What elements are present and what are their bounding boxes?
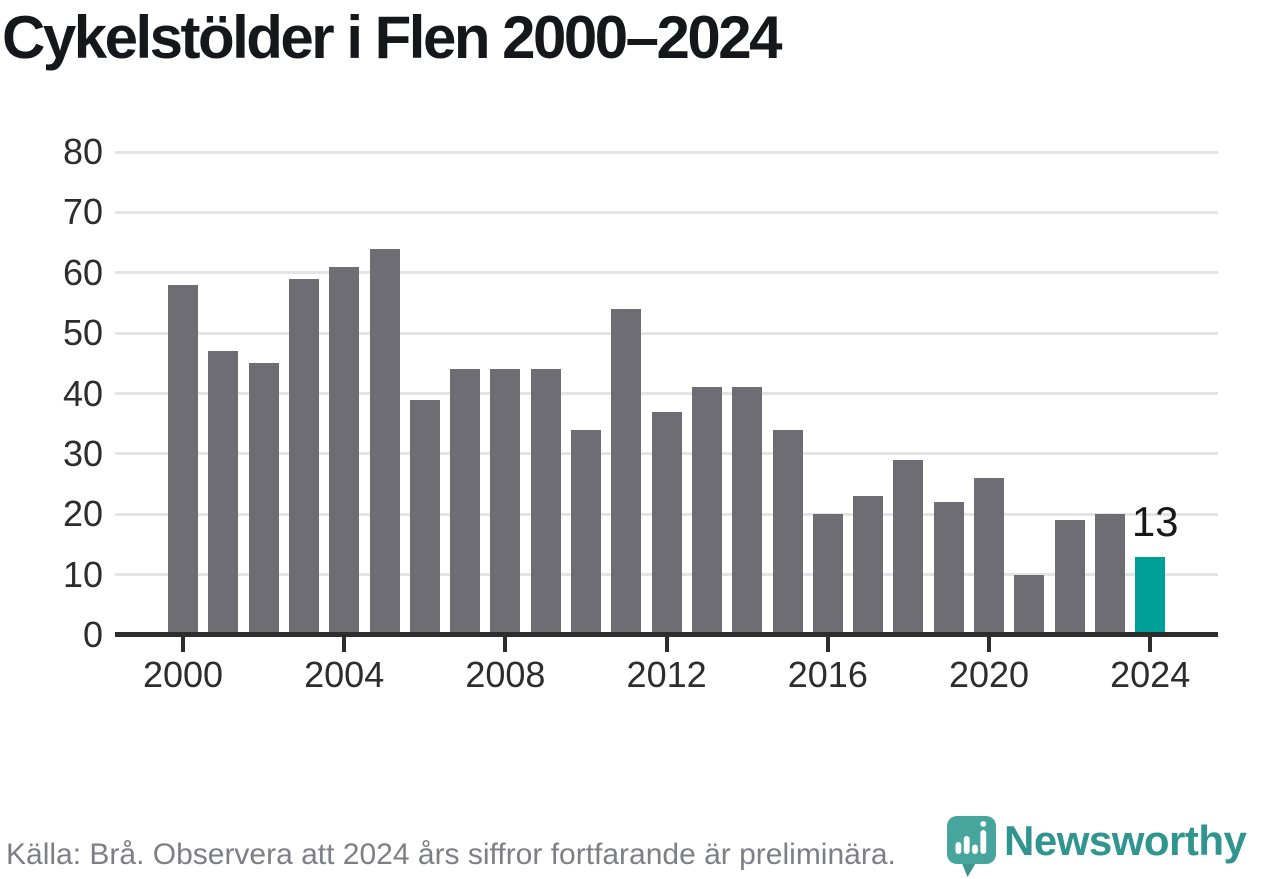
bar-2009: [530, 369, 561, 635]
y-tick-label-30: 30: [62, 432, 103, 474]
bar-2010: [571, 429, 601, 635]
gridline-y-40: [115, 392, 1218, 395]
bar-2002: [248, 363, 279, 635]
source-note: Källa: Brå. Observera att 2024 års siffr…: [6, 838, 896, 871]
bar-2023: [1094, 514, 1125, 635]
chart-title: Cykelstölder i Flen 2000–2024: [2, 4, 783, 71]
y-tick-label-60: 60: [62, 251, 103, 293]
bar-2008: [490, 369, 521, 635]
bar-2017: [853, 496, 884, 635]
bar-2021: [1014, 574, 1045, 635]
y-tick-label-0: 0: [82, 614, 103, 655]
y-tick-label-40: 40: [62, 372, 103, 414]
x-tick-label-2000: 2000: [142, 654, 224, 695]
y-tick-label-10: 10: [62, 553, 103, 595]
plot-area: 13: [115, 150, 1218, 635]
y-tick-label-70: 70: [62, 191, 103, 233]
x-axis: 2000 2004 2008 2012 2016 2020 2024: [115, 635, 1218, 715]
bar-2011: [611, 308, 642, 635]
bar-2019: [933, 502, 964, 635]
bar-2004: [329, 266, 360, 635]
gridline-y-70: [115, 210, 1218, 214]
x-tick-label-2020: 2020: [948, 654, 1030, 695]
x-tick-mark-2020: [987, 637, 991, 652]
x-tick-mark-2024: [1148, 637, 1153, 652]
bar-2003: [288, 278, 319, 635]
bar-2014: [732, 387, 763, 635]
x-tick-mark-2012: [664, 637, 669, 652]
x-tick-label-2012: 2012: [626, 654, 707, 695]
x-tick-label-2016: 2016: [787, 654, 868, 695]
bar-2007: [450, 369, 481, 635]
y-axis: 0 10 20 30 40 50 60 70 80: [0, 131, 103, 655]
bar-2005: [369, 248, 400, 635]
bar-2022: [1054, 520, 1085, 635]
bar-2006: [409, 399, 440, 635]
y-tick-label-20: 20: [62, 493, 103, 535]
bar-2001: [208, 351, 239, 635]
bar-2024: [1135, 556, 1166, 635]
x-axis-line: [115, 632, 1218, 637]
y-tick-label-80: 80: [62, 131, 103, 172]
gridline-y-80: [115, 150, 1218, 154]
newsworthy-wordmark: Newsworthy: [1004, 817, 1247, 864]
highlight-value-label: 13: [1131, 497, 1179, 545]
x-tick-mark-2008: [503, 637, 508, 652]
bar-2013: [691, 387, 722, 635]
bar-2012: [651, 411, 682, 635]
x-tick-mark-2016: [825, 637, 830, 652]
gridline-y-50: [115, 331, 1218, 335]
gridline-y-60: [115, 271, 1218, 275]
newsworthy-logo-link[interactable]: Newsworthy: [946, 815, 1258, 879]
bar-2020: [974, 478, 1004, 635]
x-tick-label-2004: 2004: [304, 654, 385, 695]
x-tick-mark-2004: [342, 637, 347, 652]
bar-2018: [893, 459, 924, 635]
bar-2016: [812, 514, 843, 635]
x-tick-label-2008: 2008: [465, 654, 546, 695]
x-tick-label-2024: 2024: [1110, 654, 1191, 695]
y-tick-label-50: 50: [62, 312, 103, 354]
bar-2000: [168, 284, 198, 635]
bar-2015: [772, 429, 803, 635]
newsworthy-pin-bar-chart-icon: [947, 816, 996, 877]
x-tick-mark-2000: [181, 637, 185, 652]
